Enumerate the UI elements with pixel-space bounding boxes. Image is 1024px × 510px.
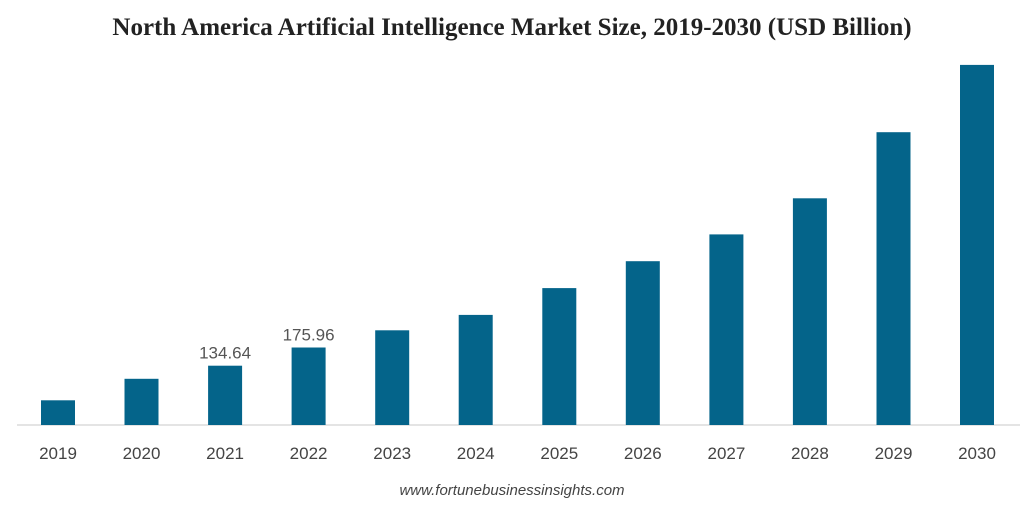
x-tick-label-2025: 2025 xyxy=(540,444,578,463)
source-url: www.fortunebusinessinsights.com xyxy=(399,482,625,499)
x-tick-label-2030: 2030 xyxy=(958,444,996,463)
x-tick-label-2022: 2022 xyxy=(290,444,328,463)
bar-2019 xyxy=(41,400,75,425)
bar-2030 xyxy=(960,64,994,426)
x-tick-label-2028: 2028 xyxy=(791,444,829,463)
x-tick-label-2020: 2020 xyxy=(123,444,161,463)
bar-2024 xyxy=(458,314,493,425)
x-tick-label-2024: 2024 xyxy=(457,444,495,463)
x-tick-label-2029: 2029 xyxy=(875,444,913,463)
bars-group xyxy=(41,64,994,426)
bar-2028 xyxy=(792,198,827,425)
x-tick-label-2023: 2023 xyxy=(373,444,411,463)
bar-2025 xyxy=(542,288,577,425)
chart-title: North America Artificial Intelligence Ma… xyxy=(112,14,912,41)
x-tick-label-2019: 2019 xyxy=(39,444,77,463)
bar-2023 xyxy=(375,330,410,425)
bar-2027 xyxy=(709,234,744,425)
bar-2020 xyxy=(124,378,159,425)
bar-2029 xyxy=(876,132,911,425)
x-tick-label-2021: 2021 xyxy=(206,444,244,463)
bar-2026 xyxy=(625,261,660,425)
bar-2022 xyxy=(291,347,326,425)
bar-2021 xyxy=(208,365,243,425)
x-tick-label-2027: 2027 xyxy=(707,444,745,463)
x-tick-label-2026: 2026 xyxy=(624,444,662,463)
data-label-2022: 175.96 xyxy=(283,326,335,345)
data-label-2021: 134.64 xyxy=(199,344,251,363)
data-labels-group: 134.64 175.96 xyxy=(199,326,335,363)
x-tick-labels-group: 2019 2020 2021 2022 2023 2024 2025 2026 2027 2028… xyxy=(39,444,996,463)
